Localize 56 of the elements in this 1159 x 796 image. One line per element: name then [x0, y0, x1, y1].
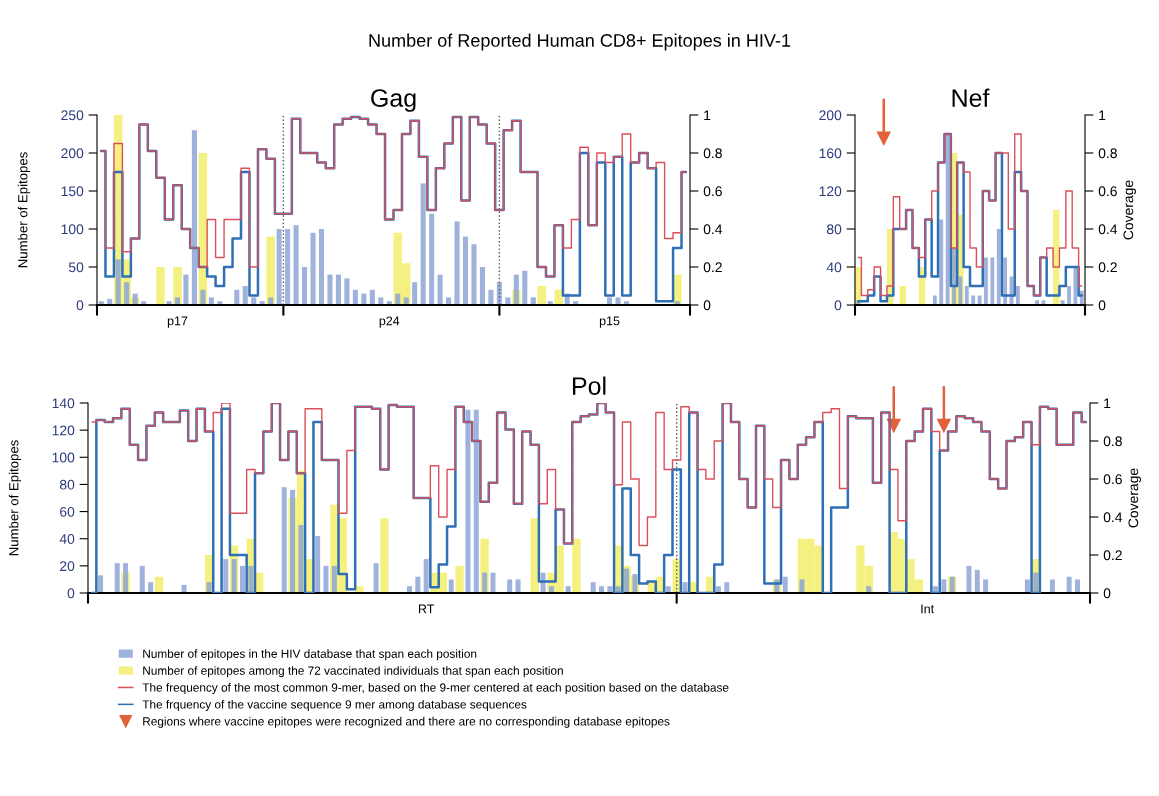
x-tick-label: p15 [599, 316, 620, 328]
y-tick-label: 20 [60, 561, 75, 572]
legend-label: The frequency of the most common 9-mer, based on the 9-mer centered at each position based on the database [142, 683, 729, 695]
y-tick-label: 40 [59, 534, 75, 544]
y-axis-title: Number of Epitopes [17, 152, 31, 268]
y2-tick-label: 0.8 [703, 148, 722, 159]
text: Number of Reported Human CD8+ Epitopes in HIV-1 [369, 33, 791, 51]
y-tick-label: 80 [59, 479, 75, 490]
legend-label: Number of epitopes among the 72 vaccinated individuals that span each position [143, 666, 563, 678]
x-tick-label: p17 [167, 316, 188, 328]
y2-tick-label: 0 [1103, 588, 1111, 599]
y2-axis-title: Coverage [1128, 468, 1141, 528]
chart-title: Nef [952, 88, 990, 107]
y2-tick-label: 0.2 [703, 262, 722, 273]
y2-tick-label: 0.8 [1098, 148, 1117, 159]
y-tick-label: 0 [76, 300, 84, 311]
y2-tick-label: 0.2 [1103, 550, 1122, 561]
y2-tick-label: 1 [1099, 110, 1106, 121]
legend-label: Regions where vaccine epitopes were recognized and there are no corresponding database epitopes [143, 716, 670, 728]
y-tick-label: 150 [61, 186, 84, 197]
y-tick-label: 120 [819, 186, 842, 197]
y2-tick-label: 0.8 [1103, 436, 1122, 447]
y-tick-label: 100 [61, 224, 84, 235]
y-axis-title: Number of Epitopes [8, 440, 22, 556]
y2-tick-label: 0.2 [1098, 262, 1117, 273]
y-tick-label: 0 [67, 588, 75, 599]
y-tick-label: 50 [68, 262, 84, 273]
y-tick-label: 80 [826, 224, 842, 235]
y-tick-label: 100 [52, 452, 75, 463]
y2-tick-label: 0 [703, 300, 711, 311]
y2-tick-label: 1 [704, 110, 711, 121]
y-tick-label: 60 [60, 506, 75, 517]
y2-tick-label: 0.4 [703, 224, 723, 235]
legend-label: The frquency of the vaccine sequence 9 mer among database sequences [142, 699, 527, 711]
y2-tick-label: 0.6 [703, 186, 722, 197]
y-tick-label: 140 [52, 398, 75, 409]
y2-tick-label: 0.6 [1098, 186, 1117, 197]
y-tick-label: 200 [61, 148, 84, 159]
x-tick-label: RT [418, 604, 435, 614]
y2-tick-label: 1 [1104, 398, 1111, 409]
legend-label: Number of epitopes in the HIV database that span each position [143, 649, 477, 661]
y2-tick-label: 0 [1098, 300, 1106, 311]
chart-title: Pol [572, 376, 606, 395]
chart-title: Gag [371, 89, 416, 112]
y-tick-label: 40 [826, 262, 842, 273]
x-tick-label: Int [921, 604, 935, 614]
y-tick-label: 120 [52, 425, 75, 436]
y2-axis-title: Coverage [1123, 180, 1136, 240]
y-tick-label: 160 [819, 148, 842, 159]
y2-tick-label: 0.4 [1103, 512, 1123, 523]
y-tick-label: 0 [834, 300, 842, 311]
y2-tick-label: 0.4 [1098, 224, 1118, 235]
x-tick-label: p24 [379, 316, 400, 328]
y-tick-label: 250 [61, 110, 84, 121]
y2-tick-label: 0.6 [1103, 474, 1122, 485]
y-tick-label: 200 [819, 110, 842, 121]
